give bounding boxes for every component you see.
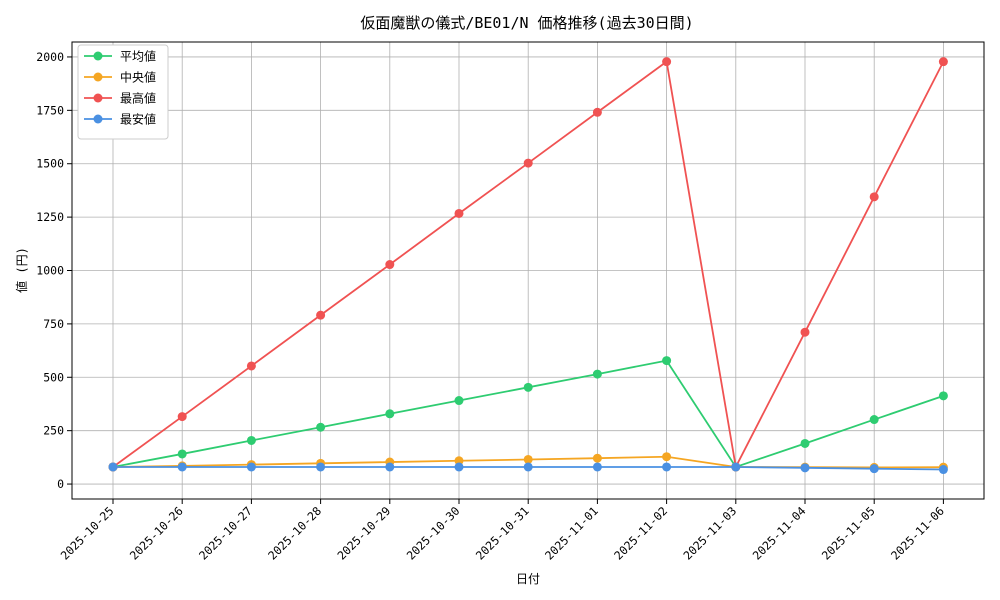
legend-marker [93, 93, 103, 103]
legend-marker [93, 114, 103, 124]
data-point [869, 464, 879, 474]
data-point [316, 422, 326, 432]
grid [72, 42, 984, 499]
data-point [869, 415, 879, 425]
y-tick-label: 1500 [36, 157, 64, 171]
x-tick-label: 2025-11-04 [750, 504, 809, 563]
series-layer [108, 57, 948, 475]
x-tick-label: 2025-11-06 [888, 504, 947, 563]
x-tick-label: 2025-10-30 [404, 504, 463, 563]
data-point [523, 158, 533, 168]
x-tick-label: 2025-11-01 [542, 504, 601, 563]
y-tick-label: 0 [57, 477, 64, 491]
legend-item: 中央値 [84, 70, 156, 85]
data-point [385, 260, 395, 270]
data-point [800, 438, 810, 448]
data-point [731, 462, 741, 472]
data-point [662, 452, 672, 462]
data-point [523, 382, 533, 392]
y-tick-label: 500 [43, 370, 64, 384]
data-point [177, 462, 187, 472]
x-tick-label: 2025-10-29 [334, 504, 393, 563]
data-point [592, 462, 602, 472]
data-point [385, 462, 395, 472]
data-point [938, 57, 948, 67]
legend-label: 中央値 [120, 70, 156, 85]
legend-marker [93, 72, 103, 82]
data-point [246, 462, 256, 472]
y-axis-label: 値 (円) [14, 247, 29, 293]
y-tick-label: 1750 [36, 103, 64, 117]
axis-ticks: 2025-10-25 2025-10-26 2025-10-27 2025-10-28… [36, 50, 947, 563]
data-point [454, 208, 464, 218]
data-point [800, 463, 810, 473]
data-point [869, 192, 879, 202]
x-axis-label: 日付 [516, 572, 540, 586]
series-3 [108, 462, 948, 475]
legend-item: 平均値 [84, 49, 156, 64]
x-tick-label: 2025-10-31 [473, 504, 532, 563]
legend-marker [93, 51, 103, 61]
data-point [246, 435, 256, 445]
data-point [316, 310, 326, 320]
x-tick-label: 2025-11-05 [819, 504, 878, 563]
legend-label: 最高値 [120, 91, 156, 106]
x-tick-label: 2025-11-03 [680, 504, 739, 563]
x-tick-label: 2025-10-26 [127, 504, 186, 563]
data-point [177, 412, 187, 422]
data-point [662, 57, 672, 67]
chart-title: 仮面魔獣の儀式/BE01/N 価格推移(過去30日間) [360, 14, 693, 32]
x-tick-label: 2025-10-25 [58, 504, 117, 563]
data-point [316, 462, 326, 472]
data-point [938, 465, 948, 475]
data-point [523, 462, 533, 472]
data-point [592, 369, 602, 379]
data-point [454, 396, 464, 406]
legend-label: 最安値 [120, 112, 156, 127]
y-tick-label: 2000 [36, 50, 64, 64]
legend-item: 最安値 [84, 112, 156, 127]
data-point [385, 409, 395, 419]
data-point [454, 456, 464, 466]
y-tick-label: 250 [43, 424, 64, 438]
y-tick-label: 750 [43, 317, 64, 331]
legend-item: 最高値 [84, 91, 156, 106]
legend-label: 平均値 [120, 49, 156, 64]
data-point [938, 391, 948, 401]
data-point [177, 449, 187, 459]
data-point [523, 454, 533, 464]
data-point [246, 361, 256, 371]
data-point [662, 356, 672, 366]
data-point [662, 462, 672, 472]
x-tick-label: 2025-10-28 [265, 504, 324, 563]
y-tick-label: 1250 [36, 210, 64, 224]
data-point [592, 453, 602, 463]
x-tick-label: 2025-10-27 [196, 504, 255, 563]
data-point [800, 327, 810, 337]
y-tick-label: 1000 [36, 264, 64, 278]
data-point [108, 462, 118, 472]
data-point [454, 462, 464, 472]
data-point [592, 107, 602, 117]
x-tick-label: 2025-11-02 [611, 504, 670, 563]
